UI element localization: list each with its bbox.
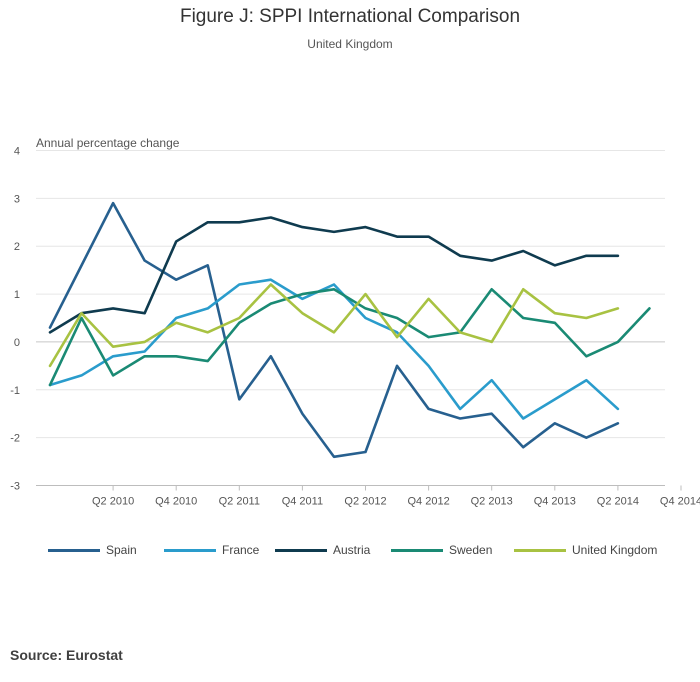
y-tick-label: -3: [10, 481, 20, 493]
x-tick-label: Q4 2013: [534, 496, 576, 508]
x-tick-label: Q2 2014: [597, 496, 639, 508]
legend-item-sweden[interactable]: Sweden: [391, 542, 492, 558]
chart-subtitle: United Kingdom: [307, 37, 393, 51]
legend-label: France: [222, 543, 260, 557]
y-tick-label: 1: [14, 289, 20, 301]
legend-item-france[interactable]: France: [164, 542, 259, 558]
legend: Spain France Austria Sweden United Kingdom: [0, 542, 700, 560]
series-line-united-kingdom: [48, 283, 620, 368]
source-note: Source: Eurostat: [10, 647, 123, 663]
y-axis-label: Annual percentage change: [36, 136, 180, 150]
grid-lines: [36, 150, 665, 486]
line-chart: Annual percentage change 4 3 2 1 0 -1 -2 -3 Q2 …: [10, 136, 700, 508]
series-lines: [48, 201, 651, 459]
y-tick-label: 4: [14, 146, 20, 158]
legend-label: Spain: [106, 543, 137, 557]
series-line-spain: [48, 201, 620, 459]
x-tick-label: Q2 2013: [471, 496, 513, 508]
y-tick-label: 0: [14, 337, 20, 349]
legend-swatch: [391, 548, 443, 552]
legend-label: Sweden: [449, 543, 493, 557]
y-tick-label: -1: [10, 385, 20, 397]
x-tick-label: Q4 2011: [282, 496, 323, 508]
y-axis-ticks: 4 3 2 1 0 -1 -2 -3: [10, 146, 20, 493]
legend-item-united-kingdom[interactable]: United Kingdom: [514, 542, 657, 558]
x-tick-label: Q4 2014: [660, 496, 700, 508]
chart-title: Figure J: SPPI International Comparison: [179, 6, 521, 27]
x-axis: Q2 2010 Q4 2010 Q2 2011 Q4 2011 Q2 2012 Q4 20…: [36, 485, 700, 508]
x-tick-label: Q4 2010: [155, 496, 197, 508]
legend-swatch: [514, 548, 566, 552]
series-line-france: [48, 278, 620, 420]
legend-label: United Kingdom: [572, 543, 658, 557]
series-line-austria: [48, 216, 620, 334]
x-tick-label: Q2 2010: [92, 496, 134, 508]
legend-item-spain[interactable]: Spain: [48, 542, 137, 558]
legend-swatch: [275, 548, 327, 552]
y-tick-label: 3: [14, 193, 20, 205]
legend-item-austria[interactable]: Austria: [275, 542, 370, 558]
y-tick-label: -2: [10, 433, 20, 445]
series-line-sweden: [48, 287, 651, 387]
legend-label: Austria: [333, 543, 371, 557]
x-tick-label: Q2 2012: [344, 496, 386, 508]
legend-swatch: [164, 548, 216, 552]
x-tick-label: Q4 2012: [407, 496, 449, 508]
legend-swatch: [48, 548, 100, 552]
y-tick-label: 2: [14, 241, 20, 253]
x-tick-label: Q2 2011: [219, 496, 260, 508]
